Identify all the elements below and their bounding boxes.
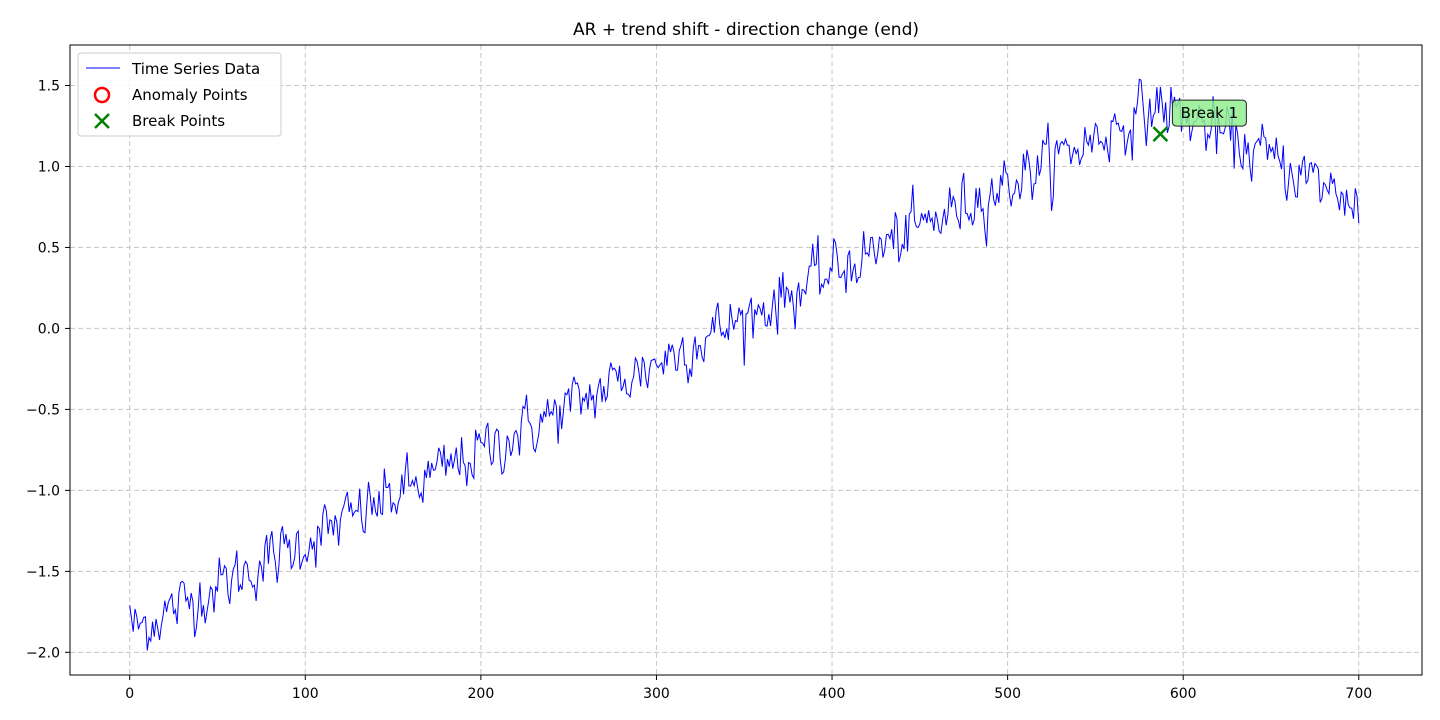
legend-label-series: Time Series Data (131, 60, 260, 78)
y-tick-label: 1.0 (38, 159, 60, 175)
break-point-marker (1152, 126, 1169, 142)
y-axis: −2.0 −1.5 −1.0 −0.5 0.0 0.5 1.0 1.5 (26, 78, 70, 661)
x-tick-label: 200 (468, 686, 495, 702)
y-tick-label: −2.0 (26, 645, 60, 661)
legend: Time Series Data Anomaly Points Break Po… (77, 52, 282, 137)
y-tick-label: −1.0 (26, 483, 60, 499)
break-annotation-label: Break 1 (1181, 104, 1239, 122)
y-tick-label: 0.5 (38, 240, 60, 256)
series-line-time-series-data (129, 78, 1360, 651)
chart-title: AR + trend shift - direction change (end… (573, 20, 919, 40)
x-axis: 0 100 200 300 400 500 600 700 (125, 675, 1372, 702)
series-layer (129, 78, 1360, 651)
legend-x-icon (94, 113, 110, 129)
x-tick-label: 400 (819, 686, 846, 702)
x-tick-label: 600 (1170, 686, 1197, 702)
x-tick-label: 100 (292, 686, 319, 702)
x-tick-label: 300 (643, 686, 670, 702)
legend-box (77, 52, 282, 137)
legend-circle-icon (93, 86, 111, 104)
legend-label-break: Break Points (132, 112, 225, 130)
y-tick-label: 0.0 (38, 321, 60, 337)
x-tick-label: 500 (994, 686, 1021, 702)
x-tick-label: 0 (125, 686, 134, 702)
y-tick-label: 1.5 (38, 78, 60, 94)
break-annotation-box (1171, 99, 1247, 127)
plot-frame (69, 44, 1423, 676)
y-tick-label: −1.5 (26, 564, 60, 580)
x-tick-label: 700 (1345, 686, 1372, 702)
break-points-layer: Break 1 (1152, 99, 1247, 142)
legend-label-anomaly: Anomaly Points (132, 86, 248, 104)
grid (70, 45, 1422, 675)
y-tick-label: −0.5 (26, 402, 60, 418)
